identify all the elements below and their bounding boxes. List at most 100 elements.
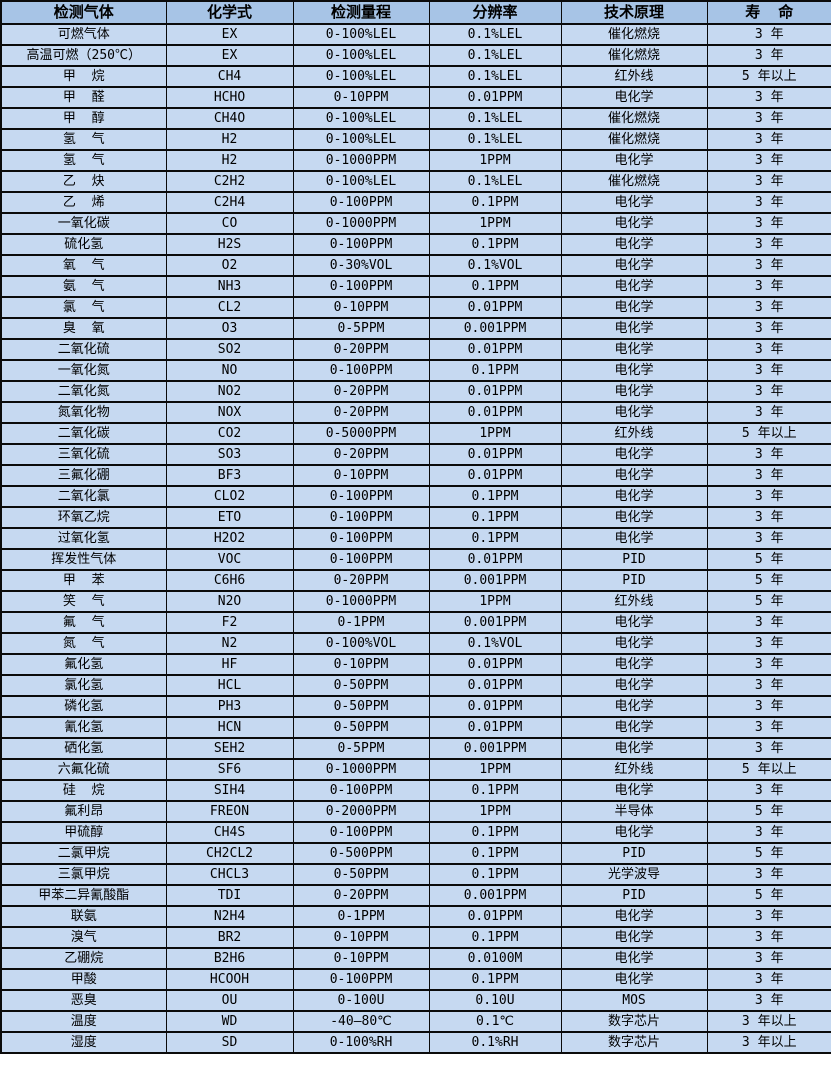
- cell-resolution: 0.01PPM: [428, 548, 562, 571]
- cell-detection-range: 0-100%LEL: [292, 128, 430, 151]
- cell-lifespan: 5 年以上: [706, 422, 831, 445]
- cell-chemical-formula: C6H6: [165, 569, 294, 592]
- cell-detection-range: 0-5PPM: [292, 317, 430, 340]
- cell-detection-range: 0-10PPM: [292, 926, 430, 949]
- cell-detected-gas: 氮 气: [0, 632, 167, 655]
- cell-chemical-formula: H2: [165, 149, 294, 172]
- cell-detection-range: 0-30%VOL: [292, 254, 430, 277]
- cell-chemical-formula: ETO: [165, 506, 294, 529]
- cell-lifespan: 3 年以上: [706, 1010, 831, 1033]
- cell-lifespan: 5 年: [706, 800, 831, 823]
- cell-lifespan: 3 年: [706, 968, 831, 991]
- cell-technology-principle: 电化学: [560, 317, 708, 340]
- cell-technology-principle: 催化燃烧: [560, 170, 708, 193]
- cell-resolution: 1PPM: [428, 149, 562, 172]
- cell-lifespan: 3 年: [706, 338, 831, 361]
- cell-detected-gas: 甲 苯: [0, 569, 167, 592]
- cell-technology-principle: 电化学: [560, 653, 708, 676]
- cell-technology-principle: PID: [560, 842, 708, 865]
- cell-chemical-formula: HCOOH: [165, 968, 294, 991]
- cell-resolution: 0.01PPM: [428, 674, 562, 697]
- cell-technology-principle: 电化学: [560, 674, 708, 697]
- cell-detected-gas: 氧 气: [0, 254, 167, 277]
- table-row: 溴气 BR2 0-10PPM 0.1PPM 电化学 3 年: [0, 926, 831, 949]
- cell-chemical-formula: NH3: [165, 275, 294, 298]
- cell-chemical-formula: CH4O: [165, 107, 294, 130]
- cell-resolution: 0.1PPM: [428, 527, 562, 550]
- cell-resolution: 0.001PPM: [428, 737, 562, 760]
- cell-detected-gas: 溴气: [0, 926, 167, 949]
- cell-resolution: 0.1%LEL: [428, 23, 562, 46]
- cell-technology-principle: 电化学: [560, 359, 708, 382]
- cell-chemical-formula: HCHO: [165, 86, 294, 109]
- table-row: 氟利昂 FREON 0-2000PPM 1PPM 半导体 5 年: [0, 800, 831, 823]
- cell-chemical-formula: WD: [165, 1010, 294, 1033]
- cell-resolution: 0.1%VOL: [428, 632, 562, 655]
- cell-detected-gas: 甲 醇: [0, 107, 167, 130]
- cell-resolution: 0.1PPM: [428, 233, 562, 256]
- table-row: 二氯甲烷 CH2CL2 0-500PPM 0.1PPM PID 5 年: [0, 842, 831, 865]
- cell-lifespan: 3 年: [706, 695, 831, 718]
- cell-detected-gas: 硅 烷: [0, 779, 167, 802]
- table-row: 甲苯二异氰酸酯 TDI 0-20PPM 0.001PPM PID 5 年: [0, 884, 831, 907]
- cell-chemical-formula: CH4S: [165, 821, 294, 844]
- cell-lifespan: 3 年: [706, 989, 831, 1012]
- cell-detected-gas: 二氧化碳: [0, 422, 167, 445]
- cell-resolution: 0.1PPM: [428, 779, 562, 802]
- cell-technology-principle: 电化学: [560, 275, 708, 298]
- cell-detected-gas: 二氯甲烷: [0, 842, 167, 865]
- cell-detected-gas: 六氟化硫: [0, 758, 167, 781]
- cell-chemical-formula: F2: [165, 611, 294, 634]
- table-row: 甲 醇 CH4O 0-100%LEL 0.1%LEL 催化燃烧 3 年: [0, 107, 831, 130]
- cell-technology-principle: 催化燃烧: [560, 44, 708, 67]
- cell-detected-gas: 氢 气: [0, 128, 167, 151]
- cell-lifespan: 5 年: [706, 548, 831, 571]
- cell-detection-range: 0-10PPM: [292, 653, 430, 676]
- table-header: 检测气体 化学式 检测量程 分辨率 技术原理寿 命: [0, 0, 831, 25]
- cell-detected-gas: 温度: [0, 1010, 167, 1033]
- table-row: 硒化氢 SEH2 0-5PPM 0.001PPM 电化学 3 年: [0, 737, 831, 760]
- cell-detection-range: 0-2000PPM: [292, 800, 430, 823]
- cell-detected-gas: 甲 烷: [0, 65, 167, 88]
- cell-chemical-formula: C2H2: [165, 170, 294, 193]
- cell-technology-principle: PID: [560, 884, 708, 907]
- cell-lifespan: 3 年: [706, 149, 831, 172]
- cell-detection-range: 0-100%LEL: [292, 44, 430, 67]
- cell-resolution: 0.1%RH: [428, 1031, 562, 1054]
- cell-lifespan: 3 年: [706, 611, 831, 634]
- cell-detection-range: 0-100PPM: [292, 359, 430, 382]
- cell-technology-principle: PID: [560, 569, 708, 592]
- cell-resolution: 0.01PPM: [428, 443, 562, 466]
- cell-lifespan: 3 年: [706, 716, 831, 739]
- table-row: 一氧化碳 CO 0-1000PPM 1PPM 电化学 3 年: [0, 212, 831, 235]
- cell-resolution: 0.001PPM: [428, 611, 562, 634]
- table-row: 氯 气 CL2 0-10PPM 0.01PPM 电化学 3 年: [0, 296, 831, 319]
- cell-detected-gas: 二氧化氯: [0, 485, 167, 508]
- cell-detected-gas: 高温可燃（250℃）: [0, 44, 167, 67]
- cell-resolution: 0.001PPM: [428, 569, 562, 592]
- cell-technology-principle: PID: [560, 548, 708, 571]
- cell-detected-gas: 二氧化硫: [0, 338, 167, 361]
- cell-detection-range: 0-100U: [292, 989, 430, 1012]
- cell-technology-principle: 电化学: [560, 821, 708, 844]
- cell-lifespan: 3 年: [706, 779, 831, 802]
- cell-detected-gas: 甲 醛: [0, 86, 167, 109]
- table-row: 三氟化硼 BF3 0-10PPM 0.01PPM 电化学 3 年: [0, 464, 831, 487]
- cell-detection-range: 0-100PPM: [292, 485, 430, 508]
- cell-chemical-formula: N2: [165, 632, 294, 655]
- table-row: 甲硫醇 CH4S 0-100PPM 0.1PPM 电化学 3 年: [0, 821, 831, 844]
- table-row: 氟化氢 HF 0-10PPM 0.01PPM 电化学 3 年: [0, 653, 831, 676]
- cell-technology-principle: 电化学: [560, 338, 708, 361]
- cell-technology-principle: 半导体: [560, 800, 708, 823]
- cell-resolution: 0.01PPM: [428, 380, 562, 403]
- cell-chemical-formula: CH4: [165, 65, 294, 88]
- cell-chemical-formula: CO2: [165, 422, 294, 445]
- cell-lifespan: 3 年: [706, 926, 831, 949]
- cell-detected-gas: 环氧乙烷: [0, 506, 167, 529]
- cell-chemical-formula: H2S: [165, 233, 294, 256]
- cell-technology-principle: 催化燃烧: [560, 23, 708, 46]
- cell-resolution: 0.1PPM: [428, 275, 562, 298]
- cell-detection-range: 0-100PPM: [292, 527, 430, 550]
- column-header-detected-gas: 检测气体: [0, 0, 167, 25]
- cell-resolution: 0.01PPM: [428, 86, 562, 109]
